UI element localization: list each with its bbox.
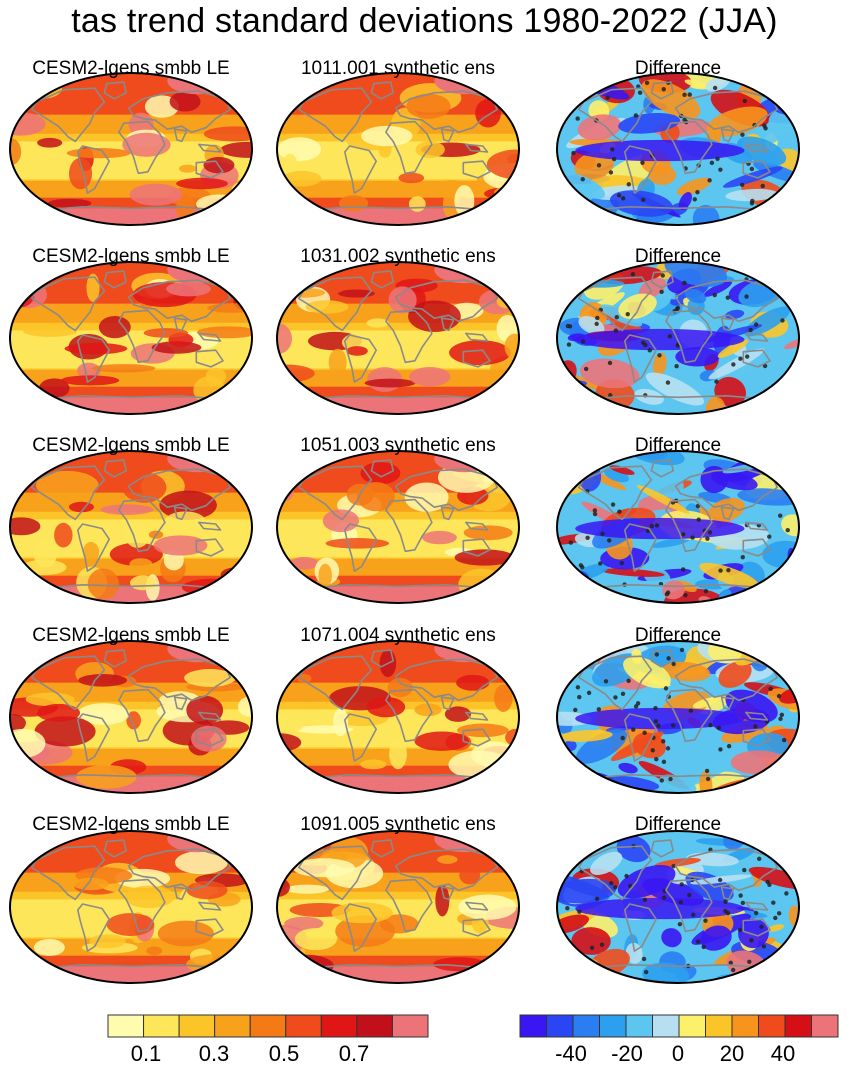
panel-label-row4-middle: 1071.004 synthetic ens <box>300 625 495 646</box>
std-colorbar: 0.1 0.3 0.5 0.7 <box>107 1014 429 1066</box>
diff-colorbar-tick-label: 20 <box>720 1041 744 1066</box>
map-panel-row1-left: CESM2-lgens smbb LE <box>9 58 253 226</box>
map-panel-row3-middle: 1051.003 synthetic ens <box>276 435 520 604</box>
std-colorbar-swatch <box>320 1014 358 1038</box>
map-panel-row2-left: CESM2-lgens smbb LE <box>9 246 253 415</box>
panel-label-row4-right: Difference <box>635 625 721 646</box>
panel-label-row5-left: CESM2-lgens smbb LE <box>32 814 229 835</box>
map-panel-row2-right: Difference <box>556 246 800 415</box>
map-panel-row5-right: Difference <box>556 814 800 984</box>
panel-label-row3-left: CESM2-lgens smbb LE <box>32 435 229 456</box>
diff-colorbar-swatch <box>758 1014 786 1038</box>
map-panel-row3-left: CESM2-lgens smbb LE <box>9 435 253 604</box>
std-colorbar-tick-label: 0.5 <box>269 1041 300 1066</box>
std-colorbar-swatch <box>107 1014 145 1038</box>
std-colorbar-swatch <box>249 1014 287 1038</box>
panel-label-row3-right: Difference <box>635 435 721 456</box>
map-panel-row1-middle: 1011.001 synthetic ens <box>276 58 520 226</box>
diff-colorbar-swatch <box>599 1014 627 1038</box>
map-panel-row3-right: Difference <box>556 435 800 604</box>
std-colorbar-swatch <box>356 1014 393 1038</box>
diff-colorbar-swatch <box>705 1014 733 1038</box>
diff-colorbar-tick-label: -20 <box>611 1041 643 1066</box>
panel-label-row2-right: Difference <box>635 246 721 267</box>
diff-colorbar-swatch <box>572 1014 600 1038</box>
std-colorbar-swatch <box>285 1014 322 1038</box>
std-colorbar-tick-label: 0.1 <box>131 1041 162 1066</box>
map-panel-row2-middle: 1031.002 synthetic ens <box>276 246 520 415</box>
panel-label-row4-left: CESM2-lgens smbb LE <box>32 625 229 646</box>
diff-colorbar-swatch <box>652 1014 680 1038</box>
map-panel-row5-middle: 1091.005 synthetic ens <box>276 814 520 984</box>
diff-colorbar-swatch <box>811 1014 839 1038</box>
panel-label-row1-middle: 1011.001 synthetic ens <box>301 58 495 79</box>
map-panel-row5-left: CESM2-lgens smbb LE <box>9 814 253 984</box>
diff-colorbar-tick-label: -40 <box>555 1041 587 1066</box>
std-colorbar-swatch <box>214 1014 251 1038</box>
panel-label-row3-middle: 1051.003 synthetic ens <box>300 435 495 456</box>
diff-colorbar-swatch <box>784 1014 812 1038</box>
figure-title: tas trend standard deviations 1980-2022 … <box>71 2 778 40</box>
diff-colorbar-swatch <box>546 1014 574 1038</box>
std-colorbar-swatch <box>391 1014 429 1038</box>
std-colorbar-tick-label: 0.3 <box>199 1041 230 1066</box>
diff-colorbar-tick-label: 40 <box>771 1041 795 1066</box>
map-panel-row4-right: Difference <box>556 625 800 794</box>
diff-colorbar: -40 -20 0 20 40 <box>519 1014 839 1066</box>
map-panel-row4-middle: 1071.004 synthetic ens <box>276 625 520 794</box>
panel-label-row1-right: Difference <box>635 58 721 79</box>
std-colorbar-swatch <box>143 1014 180 1038</box>
panel-label-row2-left: CESM2-lgens smbb LE <box>32 246 229 267</box>
diff-colorbar-swatch <box>519 1014 547 1038</box>
diff-colorbar-swatch <box>678 1014 706 1038</box>
panel-label-row2-middle: 1031.002 synthetic ens <box>300 246 495 267</box>
map-panel-row4-left: CESM2-lgens smbb LE <box>9 625 253 794</box>
map-panel-row1-right: Difference <box>556 58 800 226</box>
diff-colorbar-swatch <box>625 1014 653 1038</box>
panel-label-row5-right: Difference <box>635 814 721 835</box>
panel-label-row5-middle: 1091.005 synthetic ens <box>300 814 495 835</box>
diff-colorbar-swatch <box>731 1014 759 1038</box>
std-colorbar-swatch <box>178 1014 216 1038</box>
std-colorbar-tick-label: 0.7 <box>339 1041 370 1066</box>
panel-label-row1-left: CESM2-lgens smbb LE <box>32 58 229 79</box>
diff-colorbar-tick-label: 0 <box>672 1041 684 1066</box>
